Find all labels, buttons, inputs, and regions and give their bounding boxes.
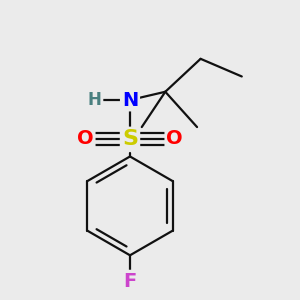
Text: N: N [122,91,138,110]
Text: H: H [88,91,102,109]
Text: O: O [77,129,94,148]
Text: O: O [167,129,183,148]
Text: S: S [122,129,138,149]
Text: F: F [123,272,136,291]
